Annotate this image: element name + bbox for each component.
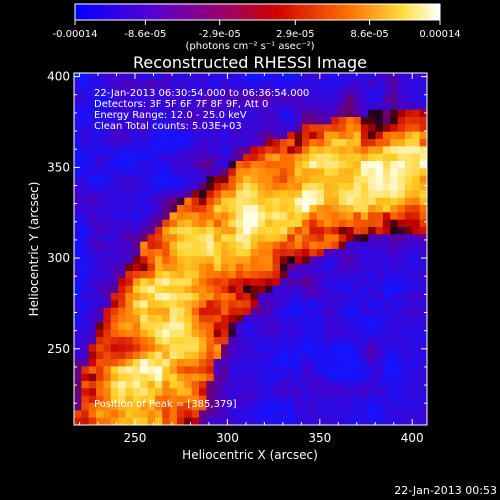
peak-position-label: Position of Peak = [385,379]: [94, 399, 237, 410]
colorbar-tick-label: -8.6e-05: [124, 29, 166, 40]
colorbar-tick-label: 0.00014: [419, 29, 460, 40]
x-axis-tick-label: 300: [216, 431, 239, 445]
chart-title: Reconstructed RHESSI Image: [133, 53, 367, 72]
y-axis-tick-label: 250: [47, 342, 70, 356]
y-axis-tick-label: 350: [47, 160, 70, 174]
y-axis-tick-label: 400: [47, 70, 70, 84]
axis-ticks: 250 300 350 400 250 300 350 400: [47, 70, 427, 445]
plot-frame: [73, 72, 428, 426]
heatmap-image: [74, 73, 427, 425]
detectors-label: Detectors: 3F 5F 6F 7F 8F 9F, Att 0: [94, 99, 268, 110]
x-axis-tick-label: 250: [124, 431, 147, 445]
colorbar-tick-label: -0.00014: [53, 29, 98, 40]
colorbar-tick-label: 2.9e-05: [276, 29, 314, 40]
colorbar-unit-label: (photons cm⁻² s⁻¹ asec⁻²): [185, 41, 314, 52]
footer-timestamp: 22-Jan-2013 00:53: [394, 484, 497, 497]
colorbar-ticks: -0.00014 -8.6e-05 -2.9e-05 2.9e-05 8.6e-05 0.…: [53, 20, 461, 40]
colorbar: [74, 3, 441, 21]
y-axis-label: Heliocentric Y (arcsec): [27, 182, 41, 317]
colorbar-tick-label: 8.6e-05: [350, 29, 388, 40]
time-range-label: 22-Jan-2013 06:30:54.000 to 06:36:54.000: [94, 88, 309, 99]
energy-range-label: Energy Range: 12.0 - 25.0 keV: [94, 110, 247, 121]
x-axis-tick-label: 400: [401, 431, 424, 445]
clean-counts-label: Clean Total counts: 5.03E+03: [94, 121, 242, 132]
x-axis-label: Heliocentric X (arcsec): [182, 448, 318, 462]
x-axis-tick-label: 350: [308, 431, 331, 445]
y-axis-tick-label: 300: [47, 251, 70, 265]
colorbar-tick-label: -2.9e-05: [199, 29, 241, 40]
